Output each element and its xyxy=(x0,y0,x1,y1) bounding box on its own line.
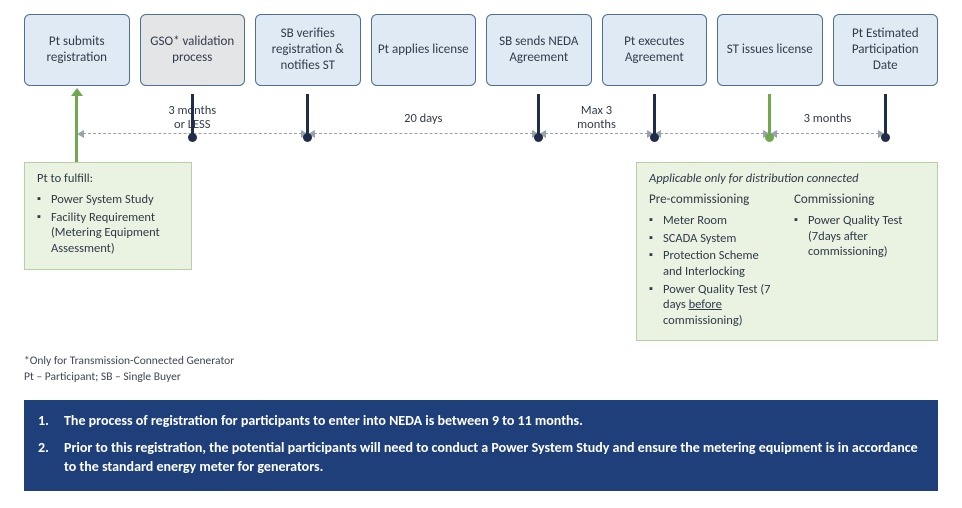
comm-item-0: Power Quality Test (7days after commissi… xyxy=(794,213,925,260)
vline-5 xyxy=(653,94,656,138)
flow-box-4: SB sends NEDA Agreement xyxy=(486,14,592,86)
flow-box-7: Pt Estimated Participation Date xyxy=(833,14,939,86)
segment-1: 20 days xyxy=(314,133,533,134)
vline-2 xyxy=(306,94,309,138)
segment-label-1: 20 days xyxy=(404,112,442,126)
precomm-item-0: Meter Room xyxy=(649,213,780,229)
precomm-item-3: Power Quality Test (7 days before commis… xyxy=(649,282,780,329)
flow-box-0: Pt submits registration xyxy=(24,14,130,86)
segment-4: 3 months xyxy=(776,133,880,134)
connectors-layer: 3 monthsor LESS20 daysMax 3months3 month… xyxy=(24,94,938,164)
vline-1 xyxy=(191,94,194,138)
segment-label-4: 3 months xyxy=(804,112,852,126)
segment-2: Max 3months xyxy=(545,133,649,134)
flow-box-3: Pt applies license xyxy=(371,14,477,86)
precomm-title: Pre-commissioning xyxy=(649,192,780,207)
comm-title: Commissioning xyxy=(794,192,925,207)
summary-list: The process of registration for particip… xyxy=(38,412,924,477)
flow-box-2: SB verifies registration & notifies ST xyxy=(255,14,361,86)
pt-fulfill-item-0: Power System Study xyxy=(37,192,179,208)
flow-box-6: ST issues license xyxy=(717,14,823,86)
vline-0 xyxy=(75,94,78,164)
horizontal-row: 3 monthsor LESS20 daysMax 3months3 month… xyxy=(24,133,938,153)
flow-box-1: GSO* validation process xyxy=(140,14,246,86)
precomm-item-1: SCADA System xyxy=(649,231,780,247)
vline-7 xyxy=(884,94,887,138)
flow-box-5: Pt executes Agreement xyxy=(602,14,708,86)
summary-item-1: The process of registration for particip… xyxy=(38,412,924,431)
panel-distribution: Applicable only for distribution connect… xyxy=(636,162,938,341)
panel-right-header: Applicable only for distribution connect… xyxy=(649,171,925,186)
precomm-item-2: Protection Scheme and Interlocking xyxy=(649,248,780,279)
panel-left-list: Power System Study Facility Requirement (… xyxy=(37,192,179,257)
panel-pt-fulfill: Pt to fulfill: Power System Study Facilit… xyxy=(24,162,192,270)
comm-list: Power Quality Test (7days after commissi… xyxy=(794,213,925,260)
footnotes: *Only for Transmission-Connected Generat… xyxy=(24,354,234,385)
footnote-2: Pt – Participant; SB – Single Buyer xyxy=(24,370,234,386)
panel-left-title: Pt to fulfill: xyxy=(37,171,179,186)
segment-label-2: Max 3months xyxy=(577,104,616,132)
precomm-list: Meter Room SCADA SystemProtection Scheme … xyxy=(649,213,780,328)
footnote-1: *Only for Transmission-Connected Generat… xyxy=(24,354,234,370)
segment-3 xyxy=(660,133,764,134)
summary-item-2: Prior to this registration, the potentia… xyxy=(38,439,924,477)
vline-6 xyxy=(768,94,771,138)
pt-fulfill-item-1: Facility Requirement (Metering Equipment… xyxy=(37,210,179,257)
flow-boxes-row: Pt submits registrationGSO* validation p… xyxy=(24,14,938,86)
summary-box: The process of registration for particip… xyxy=(24,400,938,491)
vline-4 xyxy=(537,94,540,138)
